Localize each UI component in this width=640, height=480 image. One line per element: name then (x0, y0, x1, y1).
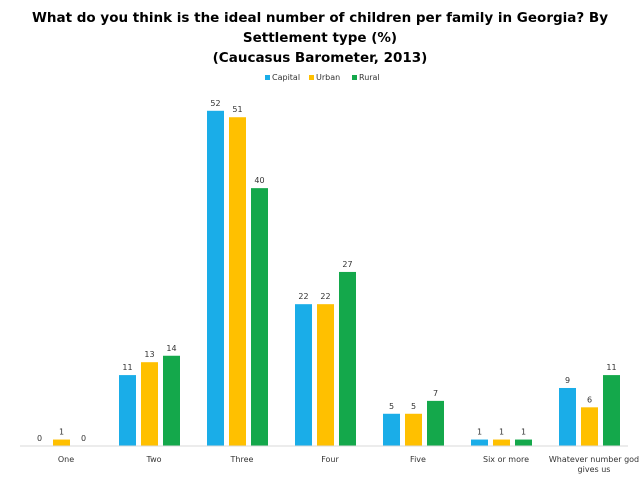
bar-urban-3 (317, 304, 334, 446)
bar-capital-6 (559, 387, 576, 446)
data-label-capital-6: 9 (565, 376, 570, 385)
legend: Capital Urban Rural (265, 73, 380, 82)
x-tick-label-0: One (58, 455, 74, 464)
bar-urban-1 (141, 362, 158, 446)
data-label-rural-5: 1 (521, 428, 526, 437)
legend-label-capital: Capital (272, 73, 300, 82)
bar-capital-1 (119, 375, 136, 446)
bar-urban-6 (581, 407, 598, 446)
bar-urban-0 (53, 439, 70, 446)
bar-rural-6 (603, 375, 620, 446)
x-tick-label-2-line-0: Three (230, 455, 254, 464)
bar-rural-5 (515, 439, 532, 446)
x-tick-label-3-line-0: Four (321, 455, 339, 464)
x-tick-label-5: Six or more (483, 455, 529, 464)
data-label-urban-6: 6 (587, 395, 592, 404)
data-label-capital-3: 22 (298, 292, 308, 301)
bar-urban-2 (229, 117, 246, 446)
chart-title-line-2: Settlement type (%) (242, 30, 398, 46)
data-label-rural-0: 0 (81, 434, 86, 443)
data-label-urban-1: 13 (144, 350, 154, 359)
data-label-capital-4: 5 (389, 402, 394, 411)
legend-item-urban: Urban (309, 73, 340, 82)
legend-label-urban: Urban (316, 73, 340, 82)
data-label-rural-3: 27 (342, 260, 352, 269)
data-label-urban-4: 5 (411, 402, 416, 411)
chart-title: What do you think is the ideal number of… (0, 8, 640, 68)
legend-label-rural: Rural (359, 73, 380, 82)
bar-capital-2 (207, 110, 224, 447)
data-label-urban-5: 1 (499, 428, 504, 437)
bar-capital-4 (383, 413, 400, 446)
bar-urban-5 (493, 439, 510, 446)
bar-rural-3 (339, 271, 356, 446)
bar-rural-4 (427, 400, 444, 446)
data-label-urban-0: 1 (59, 428, 64, 437)
chart-title-line-3: (Caucasus Barometer, 2013) (212, 50, 428, 66)
data-label-urban-3: 22 (320, 292, 330, 301)
x-tick-label-2: Three (230, 455, 254, 464)
legend-swatch-capital (265, 75, 270, 80)
data-label-rural-6: 11 (606, 363, 616, 372)
x-tick-label-4-line-0: Five (410, 455, 426, 464)
data-label-capital-2: 52 (210, 99, 220, 108)
bars-group (53, 110, 620, 447)
x-tick-label-0-line-0: One (58, 455, 74, 464)
bar-capital-5 (471, 439, 488, 446)
chart-title-line-1: What do you think is the ideal number of… (31, 10, 609, 26)
bar-capital-3 (295, 304, 312, 446)
x-tick-label-1: Two (146, 455, 162, 464)
x-tick-label-4: Five (410, 455, 426, 464)
data-label-rural-1: 14 (166, 344, 176, 353)
x-tick-label-5-line-0: Six or more (483, 455, 529, 464)
x-tick-label-3: Four (321, 455, 339, 464)
bar-rural-2 (251, 188, 268, 446)
data-label-rural-4: 7 (433, 389, 438, 398)
legend-item-capital: Capital (265, 73, 300, 82)
x-tick-label-1-line-0: Two (146, 455, 162, 464)
bar-urban-4 (405, 413, 422, 446)
legend-item-rural: Rural (352, 73, 380, 82)
bar-rural-1 (163, 355, 180, 446)
legend-swatch-urban (309, 75, 314, 80)
legend-swatch-rural (352, 75, 357, 80)
data-label-capital-1: 11 (122, 363, 132, 372)
data-label-urban-2: 51 (232, 105, 242, 114)
data-label-capital-5: 1 (477, 428, 482, 437)
x-tick-label-6-line-0: Whatever number god (549, 455, 639, 464)
x-tick-labels-group: One Two Three Four Five Six or more Whatever n… (58, 455, 639, 474)
data-label-rural-2: 40 (254, 176, 264, 185)
data-label-capital-0: 0 (37, 434, 42, 443)
x-tick-label-6-line-1: gives us (578, 465, 611, 474)
